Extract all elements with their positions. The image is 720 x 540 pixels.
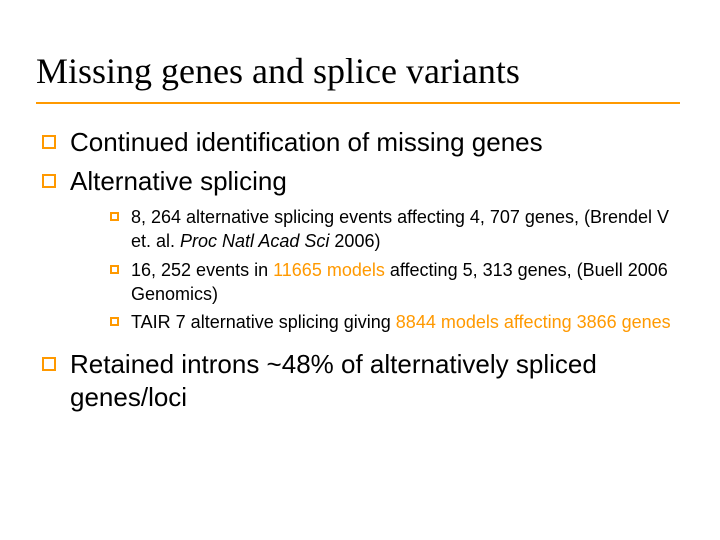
square-bullet-icon bbox=[42, 135, 56, 149]
bullet-lvl1: Alternative splicing bbox=[42, 165, 680, 198]
text-run: 16, 252 events in bbox=[131, 260, 273, 280]
slide: Missing genes and splice variants Contin… bbox=[0, 0, 720, 540]
square-bullet-icon bbox=[110, 317, 119, 326]
bullet-lvl2: TAIR 7 alternative splicing giving 8844 … bbox=[110, 310, 680, 334]
square-bullet-icon bbox=[110, 265, 119, 274]
bullet-text: TAIR 7 alternative splicing giving 8844 … bbox=[131, 310, 680, 334]
title-rule bbox=[36, 102, 680, 104]
bullet-lvl2: 8, 264 alternative splicing events affec… bbox=[110, 205, 680, 254]
bullet-lvl1: Continued identification of missing gene… bbox=[42, 126, 680, 159]
highlight-text: 11665 models bbox=[273, 260, 385, 280]
bullet-text: 8, 264 alternative splicing events affec… bbox=[131, 205, 680, 254]
bullet-lvl2: 16, 252 events in 11665 models affecting… bbox=[110, 258, 680, 307]
sub-bullet-group: 8, 264 alternative splicing events affec… bbox=[110, 205, 680, 334]
bullet-text: Retained introns ~48% of alternatively s… bbox=[70, 348, 680, 413]
highlight-text: 8844 models affecting 3866 genes bbox=[396, 312, 671, 332]
bullet-lvl1: Retained introns ~48% of alternatively s… bbox=[42, 348, 680, 413]
text-run: TAIR 7 alternative splicing giving bbox=[131, 312, 396, 332]
square-bullet-icon bbox=[110, 212, 119, 221]
bullet-text: Continued identification of missing gene… bbox=[70, 126, 680, 159]
slide-title: Missing genes and splice variants bbox=[36, 50, 680, 96]
slide-body: Continued identification of missing gene… bbox=[36, 126, 680, 413]
bullet-text: 16, 252 events in 11665 models affecting… bbox=[131, 258, 680, 307]
italic-text: Proc Natl Acad Sci bbox=[180, 231, 334, 251]
square-bullet-icon bbox=[42, 357, 56, 371]
square-bullet-icon bbox=[42, 174, 56, 188]
bullet-text: Alternative splicing bbox=[70, 165, 680, 198]
text-run: 2006) bbox=[334, 231, 380, 251]
